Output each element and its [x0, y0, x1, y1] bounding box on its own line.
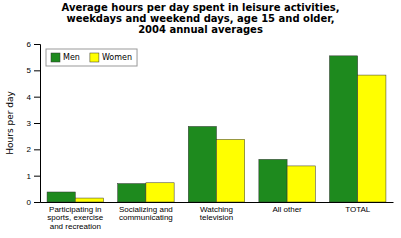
- x-tick-label-line: Participating in: [49, 205, 101, 214]
- x-tick-label: TOTAL: [345, 205, 371, 214]
- legend-label: Women: [102, 53, 132, 62]
- bar: [47, 192, 75, 202]
- y-tick-mark: [34, 176, 40, 177]
- x-tick-label-line: and recreation: [50, 222, 101, 231]
- y-tick-mark: [34, 202, 40, 203]
- x-tick-label-line: Watching: [200, 205, 233, 214]
- x-axis-line: [41, 202, 394, 203]
- y-tick-label: 1: [27, 172, 32, 181]
- y-tick: 1: [27, 172, 40, 181]
- bar: [259, 159, 287, 202]
- bar: [188, 126, 216, 202]
- legend-swatch: [51, 53, 60, 62]
- y-tick-mark: [34, 44, 40, 45]
- x-tick-label-line: television: [200, 213, 233, 222]
- title-line: Average hours per day spent in leisure a…: [62, 2, 340, 13]
- chart: Average hours per day spent in leisure a…: [0, 0, 401, 238]
- x-tick: TOTAL: [345, 202, 371, 214]
- title: Average hours per day spent in leisure a…: [62, 2, 340, 35]
- legend-item: Women: [90, 53, 132, 62]
- x-tick: Socializing andcommunicating: [119, 202, 173, 222]
- bar: [217, 139, 245, 202]
- y-tick: 3: [27, 119, 40, 128]
- x-tick-label-line: TOTAL: [345, 205, 371, 214]
- y-tick-label: 3: [27, 119, 32, 128]
- title-line: 2004 annual averages: [138, 24, 263, 35]
- x-axis: Participating insports, exerciseand recr…: [41, 202, 394, 231]
- legend: Men Women: [46, 49, 137, 66]
- bar: [329, 56, 357, 202]
- y-tick: 5: [27, 66, 40, 75]
- y-tick-label: 0: [27, 198, 32, 207]
- plot: 0 1 2 3 4 5 6 Participating insports, exercisea…: [27, 40, 394, 231]
- title-line: weekdays and weekend days, age 15 and ol…: [66, 13, 334, 24]
- y-tick-mark: [34, 123, 40, 124]
- y-tick-label: 2: [27, 145, 32, 154]
- y-tick-mark: [34, 97, 40, 98]
- y-tick: 2: [27, 145, 40, 154]
- legend-item: Men: [51, 53, 80, 62]
- x-tick: All other: [272, 202, 302, 214]
- x-tick: Watchingtelevision: [200, 202, 233, 222]
- legend-swatch: [90, 53, 99, 62]
- series: [47, 56, 358, 202]
- y-tick-mark: [34, 70, 40, 71]
- bar: [287, 166, 315, 202]
- y-tick: 4: [27, 93, 40, 102]
- bar: [146, 183, 174, 202]
- y-tick-mark: [34, 149, 40, 150]
- x-tick-label-line: communicating: [119, 213, 173, 222]
- x-tick-label: Socializing andcommunicating: [119, 205, 173, 223]
- series: [75, 75, 386, 202]
- x-tick-label-line: Socializing and: [119, 205, 173, 214]
- bar: [75, 198, 103, 202]
- y-tick-label: 5: [27, 66, 32, 75]
- y-axis-title: Hours per day: [5, 91, 15, 155]
- x-tick-label: All other: [272, 205, 302, 214]
- y-tick: 0: [27, 198, 40, 207]
- bars: [47, 56, 386, 202]
- y-axis-line: [34, 45, 41, 203]
- bar: [358, 75, 386, 202]
- y-tick: 6: [27, 40, 40, 49]
- x-tick-label: Participating insports, exerciseand recr…: [47, 205, 104, 232]
- legend-label: Men: [63, 53, 80, 62]
- legend-frame: [46, 49, 137, 66]
- bar: [118, 184, 146, 202]
- x-tick-label: Watchingtelevision: [200, 205, 233, 223]
- x-tick-label-line: sports, exercise: [47, 213, 104, 222]
- x-tick: Participating insports, exerciseand recr…: [47, 202, 104, 231]
- y-tick-label: 4: [27, 93, 32, 102]
- y-tick-label: 6: [27, 40, 32, 49]
- y-axis: 0 1 2 3 4 5 6: [27, 40, 41, 207]
- x-tick-label-line: All other: [272, 205, 302, 214]
